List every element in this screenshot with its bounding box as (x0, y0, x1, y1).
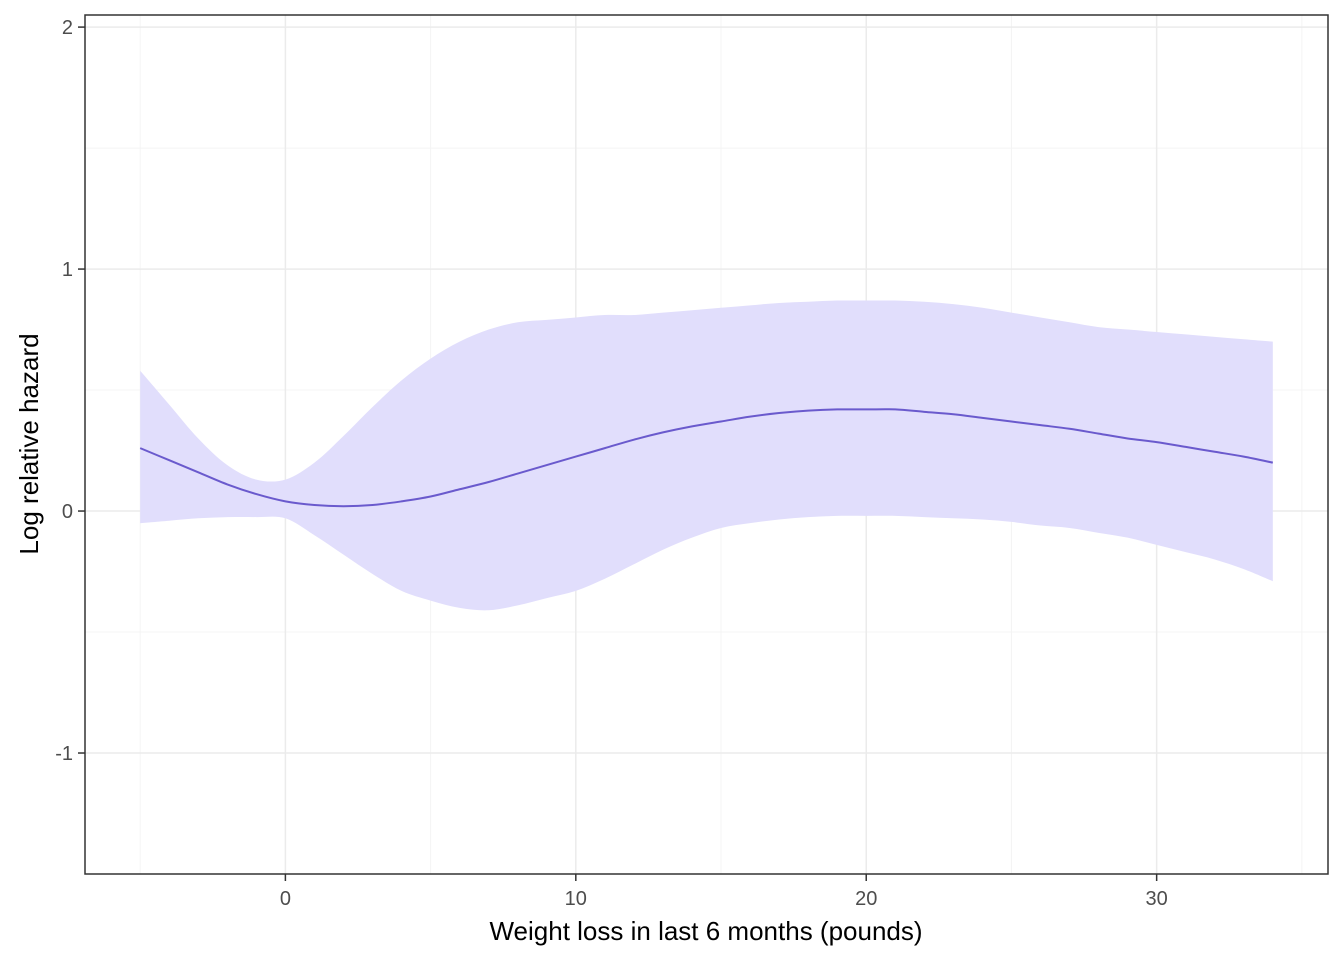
x-tick-label: 30 (1146, 888, 1168, 910)
x-tick-label: 0 (280, 888, 291, 910)
y-tick-label: 2 (62, 17, 73, 39)
panel-border (84, 14, 1329, 875)
x-axis-title: Weight loss in last 6 months (pounds) (489, 916, 922, 946)
confidence-band (140, 300, 1273, 611)
y-tick-label: 0 (62, 501, 73, 523)
hazard-line (139, 408, 1274, 508)
y-axis-ticks: -1 0 1 2 (55, 17, 85, 765)
x-tick-label: 20 (855, 888, 877, 910)
x-tick-label: 10 (565, 888, 587, 910)
y-axis-title: Log relative hazard (14, 333, 44, 554)
x-axis-ticks: 0 10 20 30 (280, 874, 1168, 910)
y-tick-label: -1 (55, 743, 73, 765)
y-tick-label: 1 (62, 259, 73, 281)
